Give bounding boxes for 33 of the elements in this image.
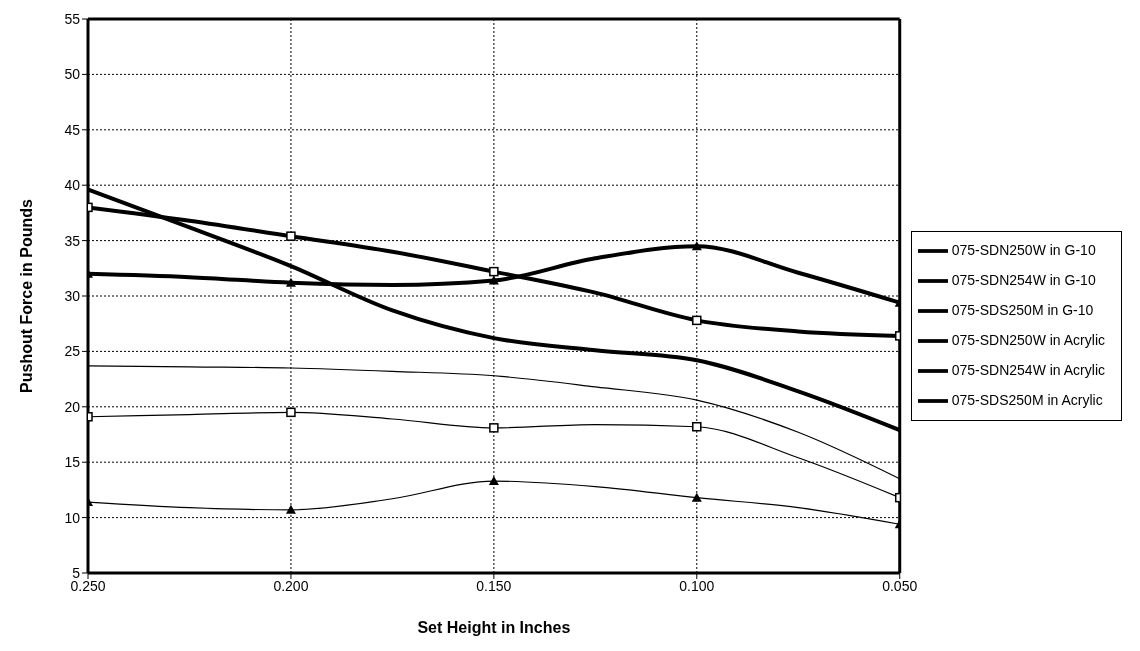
point [285, 277, 296, 287]
point [488, 476, 499, 486]
point [286, 231, 296, 241]
x-tick-label: 0.100 [679, 577, 715, 594]
legend-label: 075-SDN254W in Acrylic [951, 361, 1105, 378]
legend-label: 075-SDS250M in Acrylic [951, 391, 1103, 408]
point [285, 504, 296, 514]
legend-label: 075-SDN250W in G-10 [951, 241, 1096, 258]
legend-label: 075-SDN254W in G-10 [951, 271, 1096, 288]
y-tick-label: 45 [64, 121, 81, 138]
point [692, 421, 702, 432]
y-tick-label: 50 [64, 66, 81, 83]
y-tick-label: 15 [64, 454, 81, 471]
x-tick-label: 0.150 [476, 577, 512, 594]
y-tick-label: 25 [64, 343, 81, 360]
legend-label: 075-SDS250M in G-10 [951, 301, 1094, 318]
y-tick-label: 30 [64, 287, 81, 304]
point [286, 407, 296, 418]
point [692, 315, 702, 326]
point [489, 266, 499, 277]
y-axis-title: Pushout Force in Pounds [17, 199, 35, 393]
y-tick-label: 20 [64, 398, 81, 415]
x-tick-label: 0.200 [273, 577, 309, 594]
x-tick-label: 0.050 [882, 577, 918, 594]
point [489, 423, 499, 433]
x-axis-title: Set Height in Inches [417, 619, 571, 636]
y-tick-label: 40 [64, 177, 81, 194]
legend-label: 075-SDN250W in Acrylic [951, 331, 1105, 348]
y-tick-label: 55 [64, 10, 81, 27]
y-tick-label: 35 [64, 232, 81, 249]
point [691, 492, 702, 502]
y-tick-label: 10 [64, 509, 81, 526]
point [691, 241, 702, 251]
